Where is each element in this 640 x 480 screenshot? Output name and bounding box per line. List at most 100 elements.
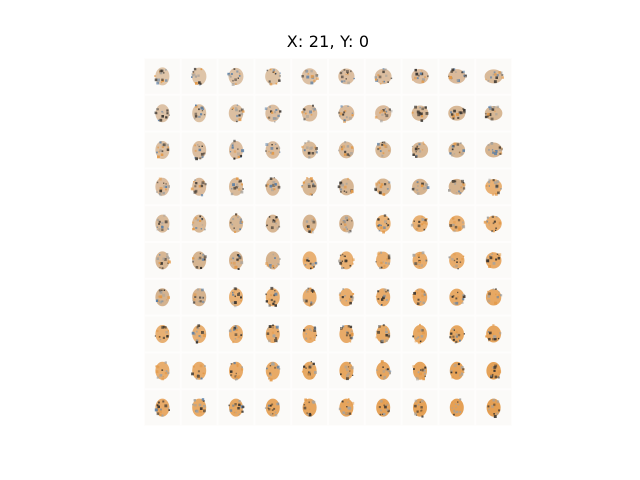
- blob-speckle: [488, 224, 490, 226]
- blob-speckle: [424, 375, 426, 378]
- blob-speckle: [385, 339, 388, 342]
- blob-speckle: [496, 74, 499, 77]
- blob-speckle: [156, 408, 160, 411]
- blob-speckle: [350, 370, 352, 372]
- blob-speckle: [378, 229, 381, 232]
- blob-speckle: [456, 261, 458, 263]
- blob-speckle: [415, 72, 419, 76]
- grid-tile: [145, 279, 180, 315]
- blob-speckle: [310, 301, 313, 304]
- blob-speckle: [192, 221, 195, 224]
- blob-speckle: [191, 372, 194, 376]
- grid-tile: [255, 59, 291, 94]
- blob-speckle: [159, 193, 163, 197]
- blob-speckle: [416, 302, 420, 305]
- blob-speckle: [201, 181, 205, 185]
- blob-speckle: [167, 227, 169, 229]
- blob-speckle: [464, 74, 467, 78]
- blob-speckle: [200, 184, 204, 188]
- blob-speckle: [191, 331, 195, 335]
- grid-tile: [476, 206, 511, 241]
- blob-speckle: [269, 82, 273, 86]
- blob-speckle: [233, 186, 237, 190]
- blob-speckle: [162, 257, 166, 261]
- blob-speckle: [194, 179, 196, 182]
- blob-speckle: [159, 338, 162, 341]
- blob-speckle: [491, 366, 493, 368]
- blob-speckle: [455, 264, 458, 268]
- blob-speckle: [194, 189, 198, 193]
- blob-speckle: [164, 326, 167, 329]
- blob-speckle: [342, 411, 345, 414]
- blob-speckle: [487, 295, 491, 298]
- blob-speckle: [421, 368, 425, 372]
- blob-speckle: [348, 154, 351, 157]
- blob-speckle: [164, 220, 168, 224]
- blob-speckle: [453, 266, 455, 268]
- blob-speckle: [315, 147, 318, 150]
- blob-speckle: [273, 294, 276, 297]
- grid-tile: [365, 59, 401, 94]
- blob-speckle: [273, 71, 275, 73]
- blob-speckle: [237, 148, 239, 150]
- blob-speckle: [448, 75, 450, 77]
- grid-tile: [439, 390, 475, 425]
- blob-speckle: [420, 328, 423, 332]
- blob-speckle: [195, 330, 198, 333]
- blob-speckle: [269, 378, 273, 382]
- blob-speckle: [382, 366, 384, 368]
- blob-speckle: [494, 337, 497, 341]
- blob-speckle: [339, 112, 343, 116]
- blob-speckle: [349, 337, 352, 339]
- blob-speckle: [155, 299, 159, 302]
- blob-speckle: [492, 193, 495, 196]
- blob-speckle: [314, 334, 316, 337]
- blob-speckle: [340, 327, 342, 329]
- blob-speckle: [304, 142, 306, 144]
- blob-speckle: [237, 155, 240, 159]
- blob-speckle: [266, 332, 270, 335]
- blob-speckle: [200, 296, 204, 300]
- blob-speckle: [238, 413, 240, 416]
- blob-speckle: [162, 293, 166, 297]
- blob-speckle: [349, 325, 353, 329]
- blob-speckle: [414, 147, 418, 151]
- blob-speckle: [381, 141, 384, 143]
- blob-speckle: [264, 107, 268, 110]
- blob-speckle: [310, 329, 313, 332]
- blob-speckle: [461, 258, 464, 261]
- blob-speckle: [275, 220, 277, 223]
- blob-body: [448, 178, 465, 195]
- blob-speckle: [309, 413, 311, 415]
- blob-speckle: [272, 117, 276, 120]
- blob-speckle: [462, 225, 466, 229]
- blob-speckle: [230, 192, 234, 196]
- blob-speckle: [195, 104, 197, 107]
- blob-speckle: [448, 256, 451, 259]
- blob-speckle: [378, 251, 381, 255]
- blob-speckle: [424, 372, 426, 375]
- blob-speckle: [343, 111, 346, 114]
- grid-tile: [402, 206, 438, 241]
- blob-speckle: [273, 407, 276, 410]
- blob-speckle: [307, 227, 310, 230]
- blob-body: [265, 214, 280, 233]
- grid-tile: [402, 95, 438, 131]
- blob-speckle: [455, 301, 459, 305]
- blob-speckle: [272, 181, 276, 184]
- blob-speckle: [192, 403, 194, 406]
- blob-speckle: [416, 181, 419, 184]
- blob-speckle: [380, 409, 382, 412]
- blob-speckle: [457, 291, 459, 294]
- blob-speckle: [192, 299, 194, 302]
- blob-speckle: [302, 108, 305, 110]
- blob-speckle: [166, 112, 169, 115]
- blob-speckle: [159, 266, 161, 269]
- blob-speckle: [379, 111, 381, 114]
- blob-speckle: [460, 366, 464, 369]
- blob-speckle: [425, 222, 428, 225]
- blob-speckle: [304, 264, 307, 266]
- blob-speckle: [166, 335, 169, 338]
- blob-speckle: [383, 288, 387, 292]
- blob-speckle: [418, 148, 420, 150]
